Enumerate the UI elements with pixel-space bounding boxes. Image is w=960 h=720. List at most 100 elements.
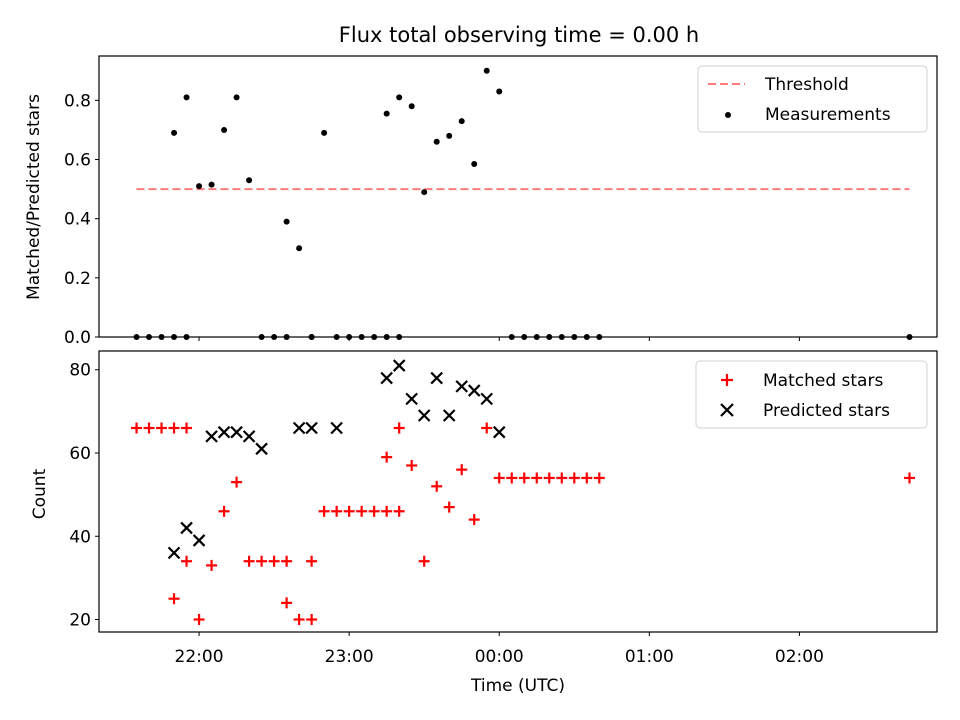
predicted-point — [217, 425, 231, 439]
predicted-point — [430, 371, 443, 385]
matched-point — [356, 505, 368, 517]
matched-point — [281, 597, 293, 609]
matched-point — [318, 505, 330, 517]
top-axes-frame — [98, 55, 938, 338]
predicted-point-b — [330, 421, 343, 435]
matched-point — [306, 614, 318, 626]
matched-point — [406, 459, 418, 471]
measurement-point — [171, 129, 178, 136]
predicted-point — [492, 425, 506, 439]
predicted-point-b — [430, 371, 443, 385]
measurement-point — [446, 132, 453, 139]
predicted-point-b — [205, 430, 218, 443]
top-y-tick-label: 0.2 — [64, 269, 91, 289]
legend-matched-swatch — [721, 374, 733, 386]
matched-point — [393, 422, 405, 434]
top-legend: Threshold Measurements — [697, 65, 928, 133]
matched-point — [331, 505, 343, 517]
legend-predicted-label: Predicted stars — [763, 401, 890, 421]
matched-point — [243, 555, 255, 567]
predicted-point — [305, 421, 318, 435]
bottom-y-tick-label: 60 — [69, 444, 91, 464]
bottom-legend: Matched stars Predicted stars — [695, 360, 928, 429]
matched-point — [368, 505, 380, 517]
matched-point — [343, 505, 355, 517]
matched-point — [293, 614, 305, 626]
predicted-point — [292, 421, 306, 435]
matched-point — [381, 451, 393, 463]
matched-point — [281, 555, 293, 567]
measurement-point — [421, 189, 428, 196]
measurement-point — [246, 177, 253, 184]
measurement-point — [396, 94, 403, 101]
matched-point — [493, 472, 505, 484]
predicted-point — [480, 392, 494, 406]
predicted-point-b — [292, 421, 306, 435]
matched-point — [543, 472, 555, 484]
matched-point — [206, 559, 218, 571]
matched-point — [481, 422, 493, 434]
matched-point — [156, 422, 168, 434]
matched-point — [456, 464, 468, 476]
predicted-point-b — [405, 392, 418, 406]
bottom-panel: 20 40 60 80 22:00 23:00 00:00 01:00 02:00 Matched… — [69, 350, 938, 667]
predicted-point — [180, 521, 193, 535]
predicted-point-b — [442, 409, 456, 422]
bottom-x-tick-label: 02:00 — [775, 647, 824, 667]
matched-point — [168, 593, 180, 605]
measurement-point — [233, 94, 240, 101]
top-y-tick-label: 0.4 — [64, 210, 91, 230]
predicted-point — [455, 380, 468, 393]
predicted-point-b — [480, 392, 494, 406]
matched-point — [903, 472, 915, 484]
bottom-x-tick-label: 01:00 — [625, 647, 674, 667]
legend-threshold-label: Threshold — [764, 75, 849, 95]
predicted-point-b — [417, 409, 431, 422]
legend-measurements-swatch — [725, 112, 731, 118]
bottom-y-tick-label: 80 — [69, 361, 91, 381]
predicted-point-b — [217, 425, 231, 439]
x-axis-label: Time (UTC) — [470, 676, 565, 696]
top-y-tick-label: 0.8 — [64, 91, 91, 111]
matched-point — [468, 514, 480, 526]
predicted-point — [167, 546, 181, 560]
predicted-point — [192, 534, 206, 547]
matched-point — [268, 555, 280, 567]
predicted-point-b — [380, 371, 393, 385]
chart-title: Flux total observing time = 0.00 h — [339, 23, 699, 47]
bottom-y-axis-label: Count — [30, 468, 50, 519]
bottom-x-tick-label: 22:00 — [175, 647, 224, 667]
bottom-axes-frame — [98, 350, 938, 633]
matched-point — [506, 472, 518, 484]
measurement-point — [283, 218, 290, 225]
predicted-point — [417, 409, 431, 422]
matched-point — [581, 472, 593, 484]
matched-point — [143, 422, 155, 434]
matched-point — [393, 505, 405, 517]
predicted-point-b — [455, 380, 468, 393]
predicted-point-b — [242, 430, 256, 443]
top-panel: 0.0 0.2 0.4 0.6 0.8 Threshold Measurements — [64, 55, 938, 348]
bottom-data — [131, 359, 915, 626]
matched-point — [568, 472, 580, 484]
predicted-point-b — [255, 442, 268, 456]
measurement-point — [196, 183, 203, 190]
matched-point — [431, 480, 443, 492]
predicted-point-b — [492, 425, 506, 439]
predicted-point — [467, 384, 481, 397]
predicted-point — [380, 371, 393, 385]
matched-point — [556, 472, 568, 484]
bottom-y-tick-label: 20 — [69, 611, 91, 631]
predicted-point — [392, 359, 406, 372]
matched-point — [218, 505, 230, 517]
matched-point — [231, 476, 243, 488]
legend-predicted-b — [720, 403, 734, 417]
measurement-point — [408, 103, 415, 110]
measurement-point — [458, 118, 465, 125]
top-legend-box — [697, 65, 928, 133]
matched-point — [181, 555, 193, 567]
predicted-point-b — [230, 425, 243, 439]
matched-point — [256, 555, 268, 567]
predicted-point — [242, 430, 256, 443]
